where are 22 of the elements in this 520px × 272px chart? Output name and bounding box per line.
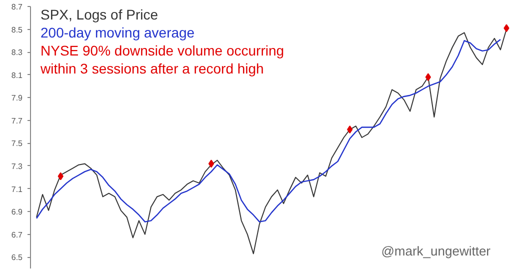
text: NYSE 90% downside volume occurring within 3 sessions after a record high	[40, 42, 284, 76]
y-tick-label: 6.7	[11, 230, 24, 240]
line-series	[36, 38, 502, 222]
y-tick-label: 7.3	[11, 162, 24, 171]
y-tick-label: 7.1	[11, 184, 24, 194]
y-tick-label: 7.7	[11, 116, 24, 126]
y-tick-label: 8.7	[11, 2, 24, 12]
y-tick-label: 7.5	[11, 139, 24, 148]
y-tick-label: 8.1	[11, 70, 24, 80]
y-tick-label: 6.9	[11, 208, 24, 217]
point	[425, 73, 431, 82]
point	[504, 24, 510, 32]
annotation: @mark_ungewitter	[381, 244, 492, 258]
point	[208, 160, 214, 168]
point	[58, 172, 64, 180]
y-tick-label: 6.5	[11, 253, 24, 262]
y-tick-label: 8.3	[11, 48, 24, 58]
point	[346, 126, 353, 134]
text: 200-day moving average	[40, 24, 195, 40]
y-tick-label: 8.5	[11, 25, 24, 34]
y-tick-label: 7.9	[11, 94, 24, 103]
text: SPX, Logs of Price	[40, 6, 158, 22]
